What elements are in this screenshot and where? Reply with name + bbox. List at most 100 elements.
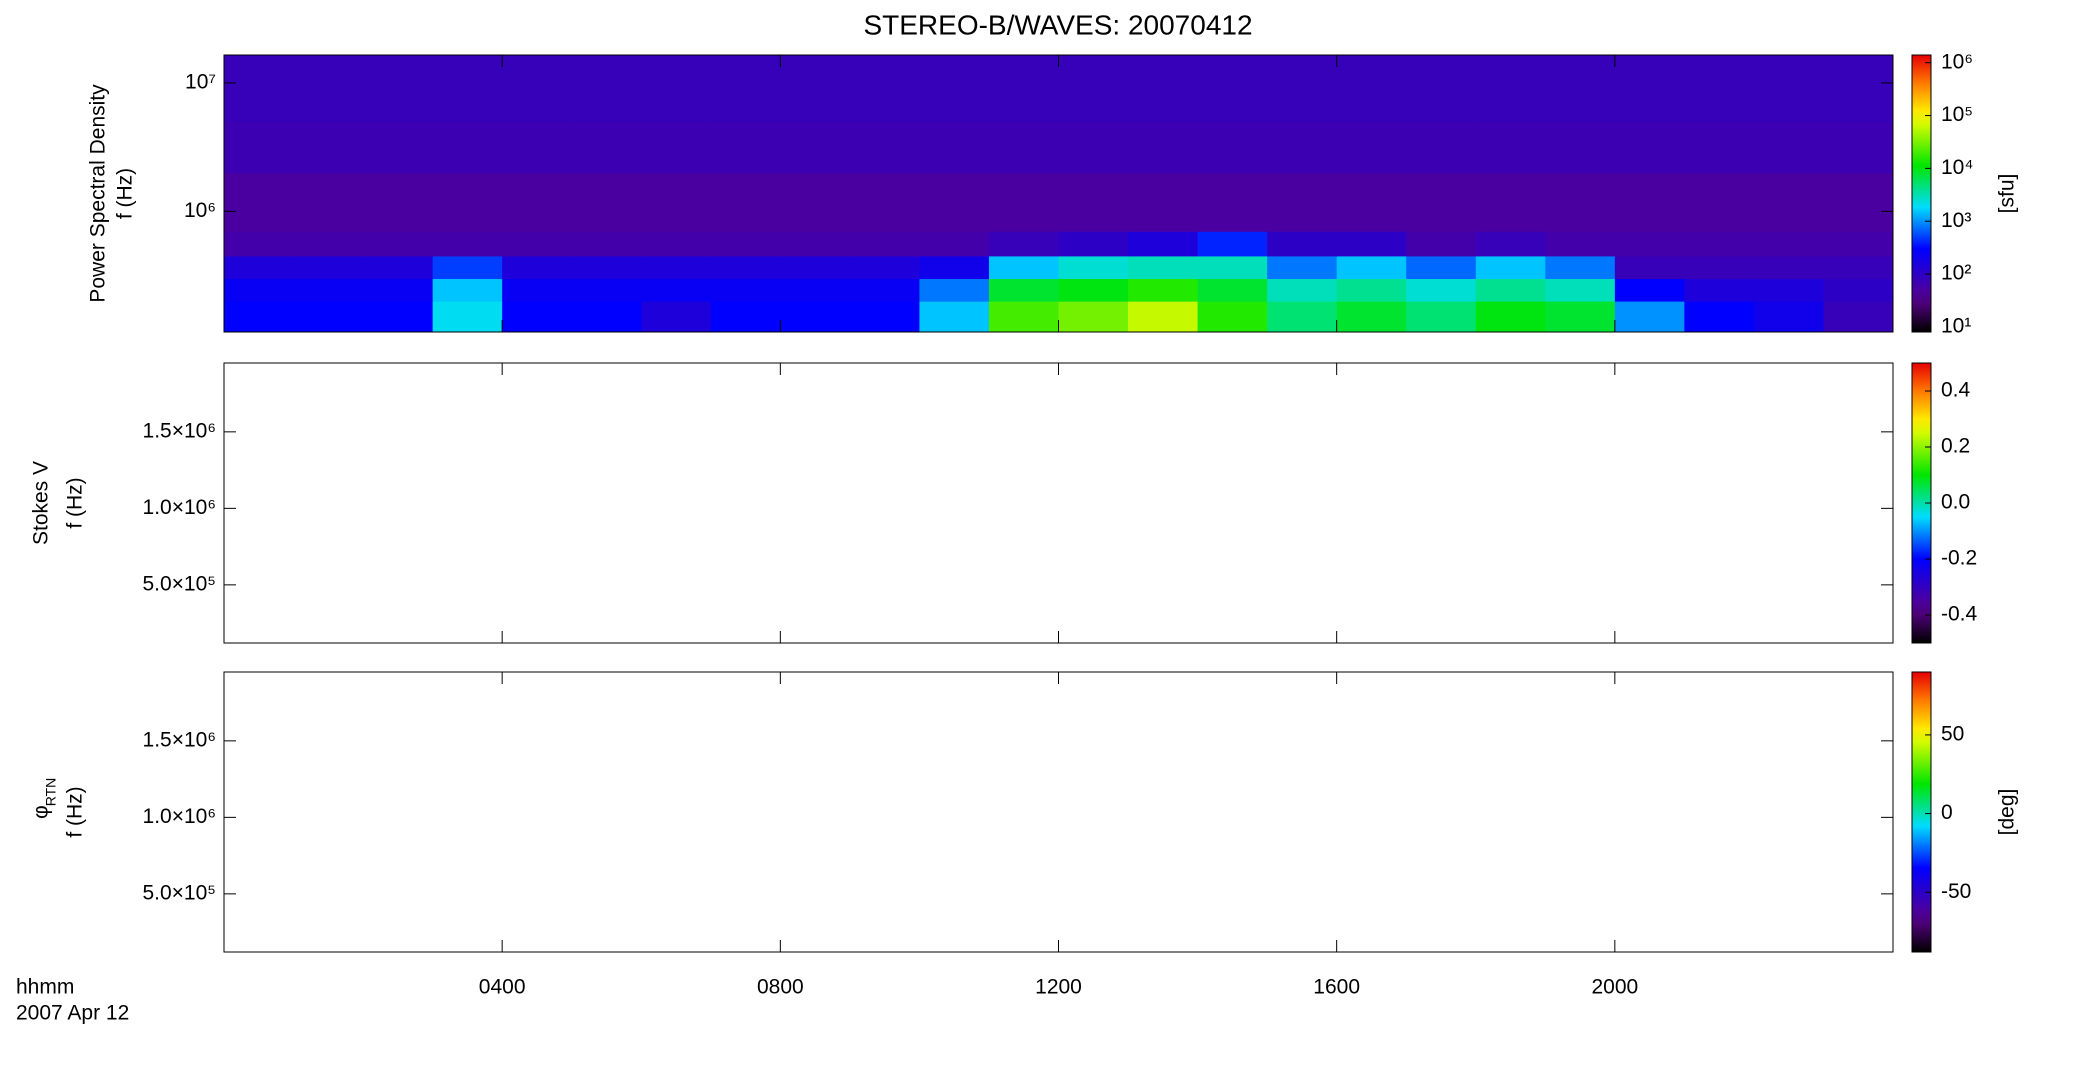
- heatmap-cell: [1128, 206, 1199, 232]
- heatmap-cell: [1406, 206, 1477, 232]
- heatmap-cell: [780, 301, 851, 333]
- heatmap-cell: [571, 278, 642, 302]
- heatmap-cell: [1406, 278, 1477, 302]
- y-axis-label: f (Hz): [64, 477, 87, 528]
- heatmap-cell: [919, 301, 990, 333]
- heatmap-cell: [710, 121, 781, 174]
- heatmap-cell: [1684, 231, 1755, 257]
- heatmap-cell: [1197, 121, 1268, 174]
- heatmap-cell: [710, 55, 781, 123]
- heatmap-cell: [224, 231, 295, 257]
- heatmap-cell: [1545, 172, 1616, 207]
- heatmap-cell: [1545, 55, 1616, 123]
- heatmap-cell: [1267, 206, 1338, 232]
- heatmap-cell: [988, 255, 1059, 280]
- heatmap-cell: [780, 55, 851, 123]
- heatmap-cell: [571, 172, 642, 207]
- heatmap-cell: [710, 231, 781, 257]
- heatmap-cell: [988, 231, 1059, 257]
- heatmap-cell: [780, 231, 851, 257]
- y-axis-label: f (Hz): [64, 786, 87, 837]
- heatmap-cell: [1684, 206, 1755, 232]
- heatmap-cell: [293, 206, 364, 232]
- y-axis-label: Stokes V: [30, 461, 53, 545]
- heatmap-cell: [1753, 206, 1824, 232]
- heatmap-cell: [849, 255, 920, 280]
- heatmap-cell: [571, 55, 642, 123]
- heatmap-cell: [571, 231, 642, 257]
- colorbar-tick-label: 10⁶: [1941, 50, 1973, 73]
- heatmap-cell: [224, 278, 295, 302]
- heatmap-cell: [780, 121, 851, 174]
- heatmap-cell: [1267, 255, 1338, 280]
- heatmap-cell: [1823, 55, 1894, 123]
- heatmap-cell: [293, 172, 364, 207]
- y-tick-label: 10⁷: [185, 70, 216, 93]
- heatmap-cell: [919, 206, 990, 232]
- heatmap-cell: [293, 231, 364, 257]
- heatmap-cell: [1336, 206, 1407, 232]
- heatmap-cell: [1406, 231, 1477, 257]
- heatmap-cell: [1614, 278, 1685, 302]
- heatmap-cell: [1197, 278, 1268, 302]
- heatmap-cell: [363, 121, 434, 174]
- heatmap-cell: [1475, 121, 1546, 174]
- x-tick-label: 0400: [479, 976, 526, 999]
- y-tick-label: 5.0×10⁵: [142, 572, 216, 595]
- heatmap-cell: [1267, 231, 1338, 257]
- heatmap-cell: [1545, 121, 1616, 174]
- heatmap-cell: [1197, 55, 1268, 123]
- heatmap-cell: [1128, 278, 1199, 302]
- heatmap-cell: [1823, 206, 1894, 232]
- colorbar-tick-label: 0.4: [1941, 379, 1971, 402]
- heatmap-cell: [1545, 255, 1616, 280]
- heatmap-cell: [1128, 231, 1199, 257]
- heatmap-cell: [1753, 172, 1824, 207]
- heatmap-cell: [502, 55, 573, 123]
- heatmap-cell: [919, 55, 990, 123]
- heatmap-cell: [1823, 255, 1894, 280]
- y-tick-label: 1.0×10⁶: [143, 496, 216, 519]
- heatmap-cell: [432, 255, 503, 280]
- chart-title: STEREO-B/WAVES: 20070412: [863, 9, 1252, 40]
- heatmap-cell: [1406, 121, 1477, 174]
- heatmap-cell: [919, 121, 990, 174]
- x-tick-label: 0800: [757, 976, 804, 999]
- heatmap-cell: [849, 55, 920, 123]
- heatmap-cell: [919, 172, 990, 207]
- heatmap-cell: [1614, 301, 1685, 333]
- heatmap-cell: [1336, 301, 1407, 333]
- heatmap-cell: [1267, 301, 1338, 333]
- heatmap-cell: [1475, 172, 1546, 207]
- heatmap-cell: [1197, 206, 1268, 232]
- heatmap-cell: [849, 278, 920, 302]
- heatmap-cell: [1128, 172, 1199, 207]
- heatmap-cell: [641, 278, 712, 302]
- heatmap-cell: [641, 231, 712, 257]
- heatmap-cell: [710, 172, 781, 207]
- colorbar-tick-label: 0.2: [1941, 435, 1970, 458]
- colorbar-tick-label: -50: [1941, 880, 1971, 903]
- heatmap-cell: [641, 55, 712, 123]
- plot-frame: [223, 671, 1894, 953]
- heatmap-cell: [641, 255, 712, 280]
- heatmap-cell: [1684, 301, 1755, 333]
- heatmap-cell: [1823, 172, 1894, 207]
- colorbar-tick-label: 10⁵: [1941, 103, 1973, 126]
- heatmap-cell: [1406, 301, 1477, 333]
- heatmap-cell: [1545, 231, 1616, 257]
- heatmap-cell: [1197, 231, 1268, 257]
- plot-frame: [223, 362, 1894, 644]
- heatmap-cell: [1753, 55, 1824, 123]
- heatmap-cell: [1823, 121, 1894, 174]
- heatmap-cell: [641, 121, 712, 174]
- heatmap-cell: [224, 206, 295, 232]
- heatmap-cell: [293, 55, 364, 123]
- heatmap-cell: [1197, 255, 1268, 280]
- y-tick-label: 1.5×10⁶: [143, 419, 216, 442]
- heatmap-cell: [1614, 121, 1685, 174]
- heatmap-cell: [293, 278, 364, 302]
- heatmap-cell: [1753, 121, 1824, 174]
- heatmap-cell: [1475, 206, 1546, 232]
